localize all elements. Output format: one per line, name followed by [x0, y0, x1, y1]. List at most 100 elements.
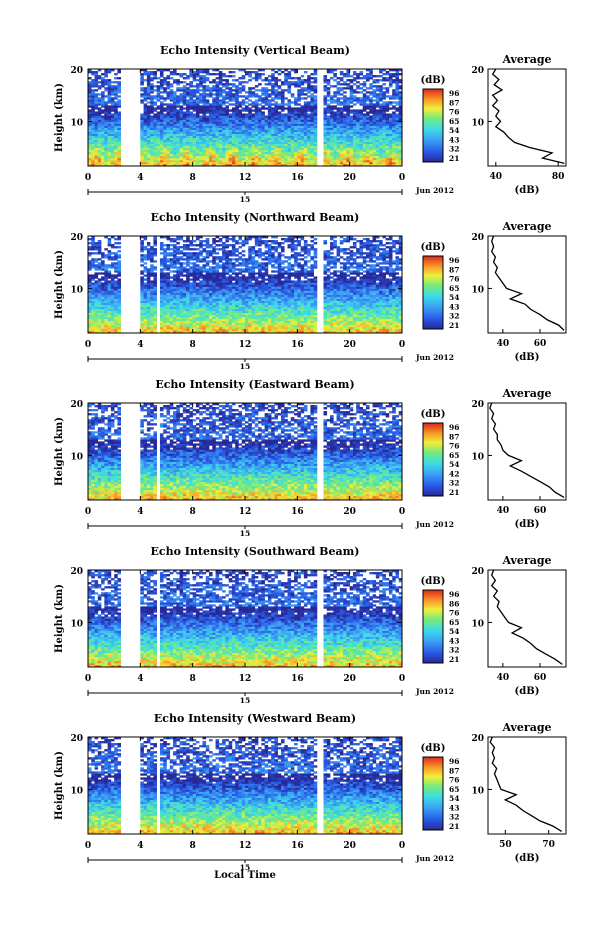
heatmap-cell [209, 278, 213, 281]
heatmap-cell [140, 294, 144, 297]
heatmap-cell [310, 117, 314, 120]
heatmap-cell [179, 304, 184, 308]
heatmap-cell [388, 107, 393, 110]
heatmap-cell [372, 147, 377, 151]
heatmap-cell [307, 101, 311, 104]
heatmap-cell [114, 133, 118, 136]
heatmap-cell [195, 238, 200, 241]
heatmap-cell [218, 143, 223, 147]
heatmap-cell [388, 113, 393, 116]
heatmap-cell [209, 133, 213, 136]
heatmap-cell [209, 139, 213, 143]
heatmap-cell [336, 89, 341, 92]
heatmap-cell [356, 163, 360, 167]
colorbar-cell [423, 143, 443, 146]
heatmap-cell [369, 119, 373, 122]
heatmap-cell [150, 77, 154, 80]
heatmap-cell [238, 149, 243, 153]
heatmap-cell [143, 238, 148, 241]
heatmap-cell [189, 71, 193, 74]
heatmap-cell [395, 69, 400, 72]
heatmap-cell [176, 270, 180, 273]
heatmap-cell [199, 274, 203, 277]
heatmap-cell [117, 314, 122, 318]
heatmap-cell [117, 274, 122, 277]
heatmap-cell [199, 328, 203, 332]
heatmap-cell [199, 145, 203, 149]
heatmap-cell [209, 270, 213, 273]
heatmap-cell [310, 151, 314, 155]
heatmap-cell [179, 306, 184, 310]
heatmap-cell [264, 143, 269, 147]
heatmap-cell [94, 312, 99, 316]
heatmap-cell [199, 310, 203, 314]
heatmap-cell [114, 73, 118, 76]
heatmap-cell [104, 294, 108, 297]
heatmap-cell [107, 155, 112, 159]
heatmap-cell [349, 99, 354, 102]
heatmap-cell [182, 95, 187, 98]
heatmap-cell [91, 129, 95, 132]
heatmap-cell [254, 163, 259, 167]
heatmap-cell [107, 121, 112, 124]
heatmap-cell [163, 99, 167, 102]
heatmap-cell [117, 266, 122, 269]
heatmap-cell [159, 284, 164, 287]
heatmap-cell [310, 121, 314, 124]
heatmap-cell [140, 304, 144, 308]
heatmap-cell [156, 155, 161, 159]
heatmap-cell [392, 91, 396, 94]
heatmap-cell [274, 125, 279, 128]
heatmap-cell [294, 123, 298, 126]
heatmap-cell [300, 163, 305, 167]
heatmap-cell [303, 87, 308, 90]
heatmap-cell [173, 252, 177, 255]
heatmap-cell [192, 105, 197, 108]
heatmap-cell [110, 101, 115, 104]
heatmap-cell [140, 308, 144, 312]
heatmap-cell [313, 143, 318, 147]
heatmap-cell [114, 155, 118, 159]
heatmap-cell [117, 121, 122, 124]
heatmap-cell [356, 153, 360, 157]
colorbar-cell [423, 154, 443, 157]
colorbar-cell [423, 158, 443, 161]
heatmap-cell [369, 87, 373, 90]
heatmap-cell [251, 137, 256, 141]
heatmap-cell [146, 278, 151, 281]
heatmap-cell [150, 135, 154, 139]
heatmap-cell [300, 143, 305, 147]
heatmap-cell [359, 153, 364, 157]
heatmap-cell [271, 163, 275, 167]
heatmap-cell [225, 123, 229, 126]
heatmap-cell [280, 81, 285, 84]
heatmap-cell [388, 155, 393, 159]
heatmap-cell [182, 121, 187, 124]
heatmap-cell [297, 99, 301, 102]
heatmap-cell [294, 103, 298, 106]
heatmap-cell [189, 244, 193, 247]
heatmap-cell [330, 117, 334, 120]
heatmap-cell [284, 127, 288, 130]
heatmap-cell [110, 284, 115, 287]
heatmap-cell [362, 155, 367, 159]
heatmap-cell [349, 85, 354, 88]
heatmap-cell [140, 276, 144, 279]
heatmap-cell [248, 137, 252, 141]
heatmap-cell [153, 288, 157, 291]
heatmap-cell [228, 97, 233, 100]
heatmap-cell [336, 133, 341, 136]
heatmap-cell [156, 139, 161, 143]
heatmap-cell [225, 157, 229, 161]
heatmap-cell [352, 151, 357, 155]
y-axis-label: Height (km) [54, 83, 65, 152]
heatmap-cell [143, 147, 148, 151]
heatmap-cell [140, 69, 144, 72]
heatmap-cell [356, 131, 360, 134]
heatmap-cell [189, 258, 193, 261]
heatmap-cell [326, 145, 331, 149]
heatmap-cell [209, 302, 213, 306]
heatmap-cell [97, 141, 102, 145]
heatmap-cell [297, 93, 301, 96]
heatmap-cell [398, 79, 403, 82]
